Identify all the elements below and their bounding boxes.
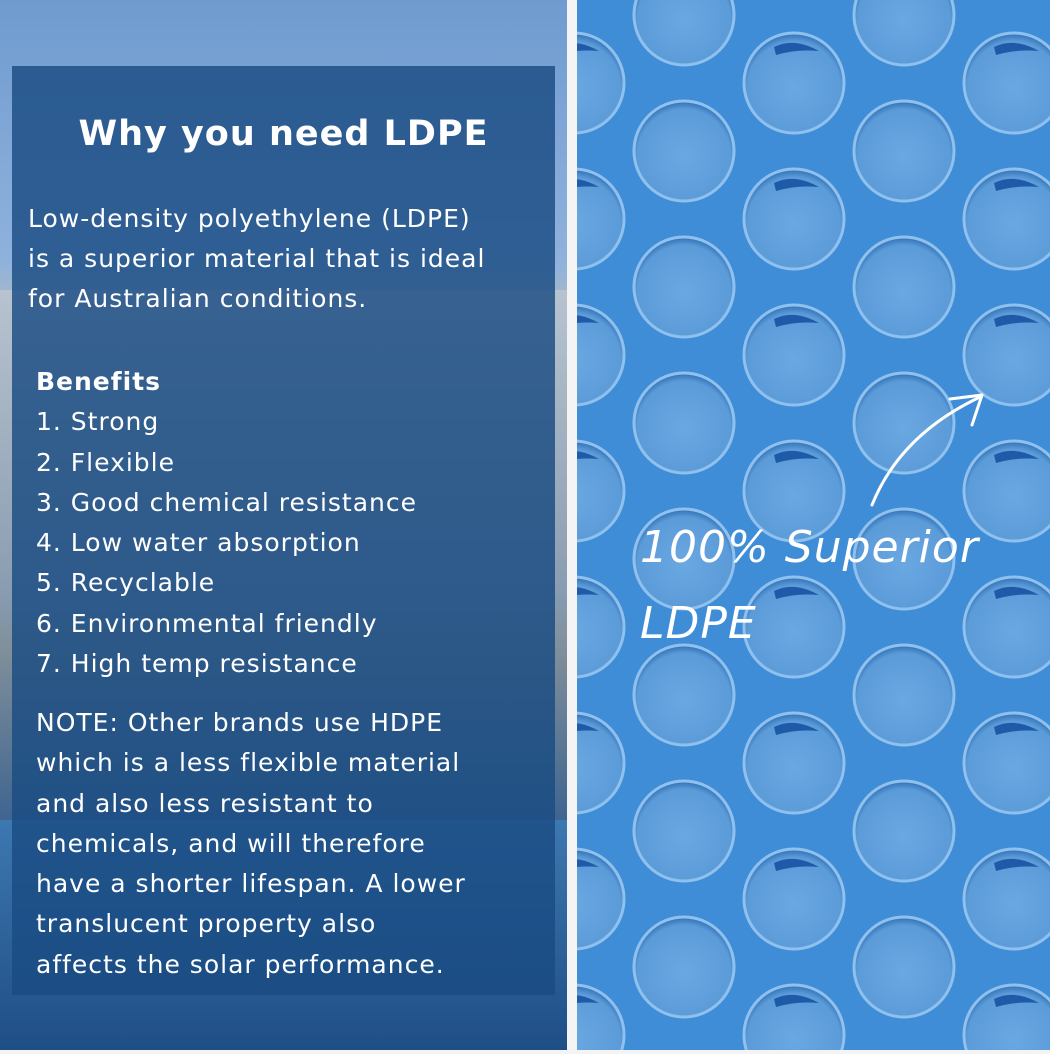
- list-item: 7. High temp resistance: [36, 649, 358, 679]
- intro-text: Low-density polyethylene (LDPE) is a sup…: [28, 199, 485, 319]
- list-item: 1. Strong: [36, 407, 160, 437]
- note-line: and also less resistant to: [36, 788, 374, 818]
- note-line: have a shorter lifespan. A lower: [36, 869, 466, 899]
- callout-line: LDPE: [640, 598, 757, 649]
- note-line: which is a less flexible material: [36, 748, 461, 778]
- note-line: NOTE: Other brands use HDPE: [36, 708, 444, 737]
- benefits-heading: Benefits: [36, 367, 162, 396]
- callout-line: 100% Superior: [640, 522, 979, 573]
- panel-title: Why you need LDPE: [78, 114, 489, 154]
- list-item: 4. Low water absorption: [36, 528, 361, 558]
- note-text: NOTE: Other brands use HDPE which is a l…: [36, 703, 466, 985]
- arrow-up-right-icon: [870, 393, 984, 507]
- note-line: chemicals, and will therefore: [36, 828, 426, 858]
- superior-ldpe-callout: 100% Superior LDPE: [640, 510, 979, 662]
- list-item: 2. Flexible: [36, 447, 176, 477]
- note-line: translucent property also: [36, 909, 377, 939]
- info-panel: Why you need LDPE Low-density polyethyle…: [12, 66, 555, 995]
- bubble-sheet-photo: [577, 0, 1050, 1050]
- list-item: 6. Environmental friendly: [36, 608, 378, 638]
- bubble-pattern: [577, 0, 1050, 1050]
- note-line: affects the solar performance.: [36, 949, 445, 979]
- intro-line: Low-density polyethylene (LDPE): [28, 204, 471, 233]
- divider: [567, 0, 577, 1050]
- intro-line: is a superior material that is ideal: [28, 244, 486, 273]
- list-item: 3. Good chemical resistance: [36, 487, 418, 517]
- list-item: 5. Recyclable: [36, 568, 216, 598]
- benefits-list: Benefits 1. Strong 2. Flexible 3. Good c…: [36, 362, 417, 684]
- intro-line: for Australian conditions.: [28, 284, 368, 313]
